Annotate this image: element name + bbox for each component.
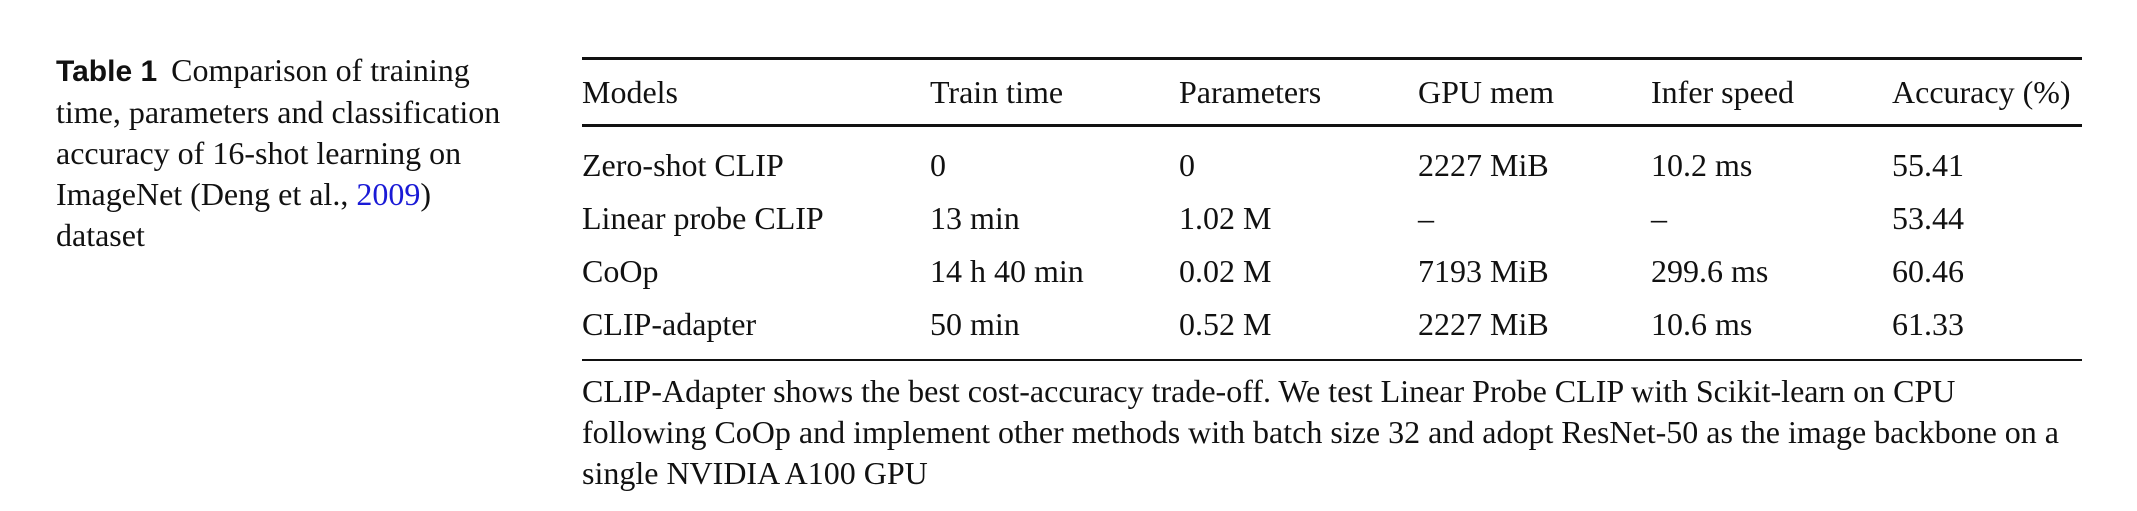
table-header-rule <box>582 124 2082 127</box>
header-parameters: Parameters <box>1179 74 1322 110</box>
cell-parameters: 0 <box>1179 147 1195 183</box>
cell-infer-speed: 299.6 ms <box>1651 253 1769 289</box>
caption-text: Comparison of training time, parameters … <box>56 52 501 212</box>
table-row: CLIP-adapter 50 min 0.52 M 2227 MiB 10.6… <box>582 298 2082 351</box>
cell-infer-speed: 10.2 ms <box>1651 147 1753 183</box>
comparison-table: Models Train time Parameters GPU mem Inf… <box>582 57 2082 494</box>
header-train-time: Train time <box>930 74 1064 110</box>
table-top-rule <box>582 57 2082 60</box>
cell-gpu-mem: 2227 MiB <box>1418 306 1549 342</box>
cell-accuracy: 60.46 <box>1892 253 1964 289</box>
cell-model: Zero-shot CLIP <box>582 147 784 183</box>
table-footnote: CLIP-Adapter shows the best cost-accurac… <box>582 373 2059 491</box>
cell-train-time: 13 min <box>930 200 1020 236</box>
table-label: Table 1 <box>56 55 158 88</box>
header-gpu-mem: GPU mem <box>1418 74 1554 110</box>
caption-text-end: ) dataset <box>56 176 431 253</box>
table-row: Linear probe CLIP 13 min 1.02 M – – 53.4… <box>582 192 2082 245</box>
table-row: Zero-shot CLIP 0 0 2227 MiB 10.2 ms 55.4… <box>582 139 2082 192</box>
table-caption: Table 1 Comparison of training time, para… <box>56 50 526 256</box>
cell-gpu-mem: – <box>1418 200 1434 236</box>
cell-train-time: 50 min <box>930 306 1020 342</box>
cell-model: CLIP-adapter <box>582 306 757 342</box>
cell-accuracy: 61.33 <box>1892 306 1964 342</box>
header-accuracy: Accuracy (%) <box>1892 74 2071 110</box>
cell-model: Linear probe CLIP <box>582 200 824 236</box>
table-header-row: Models Train time Parameters GPU mem Inf… <box>582 60 2082 124</box>
cell-gpu-mem: 7193 MiB <box>1418 253 1549 289</box>
cell-parameters: 1.02 M <box>1179 200 1272 236</box>
table-body: Zero-shot CLIP 0 0 2227 MiB 10.2 ms 55.4… <box>582 127 2082 359</box>
citation-link[interactable]: 2009 <box>356 176 421 212</box>
cell-parameters: 0.52 M <box>1179 306 1272 342</box>
cell-train-time: 0 <box>930 147 946 183</box>
table-bottom-rule <box>582 359 2082 361</box>
cell-gpu-mem: 2227 MiB <box>1418 147 1549 183</box>
cell-accuracy: 55.41 <box>1892 147 1964 183</box>
cell-parameters: 0.02 M <box>1179 253 1272 289</box>
header-models: Models <box>582 74 678 110</box>
cell-accuracy: 53.44 <box>1892 200 1964 236</box>
cell-infer-speed: 10.6 ms <box>1651 306 1753 342</box>
header-infer-speed: Infer speed <box>1651 74 1795 110</box>
table-row: CoOp 14 h 40 min 0.02 M 7193 MiB 299.6 m… <box>582 245 2082 298</box>
cell-infer-speed: – <box>1651 200 1667 236</box>
cell-train-time: 14 h 40 min <box>930 253 1084 289</box>
cell-model: CoOp <box>582 253 659 289</box>
